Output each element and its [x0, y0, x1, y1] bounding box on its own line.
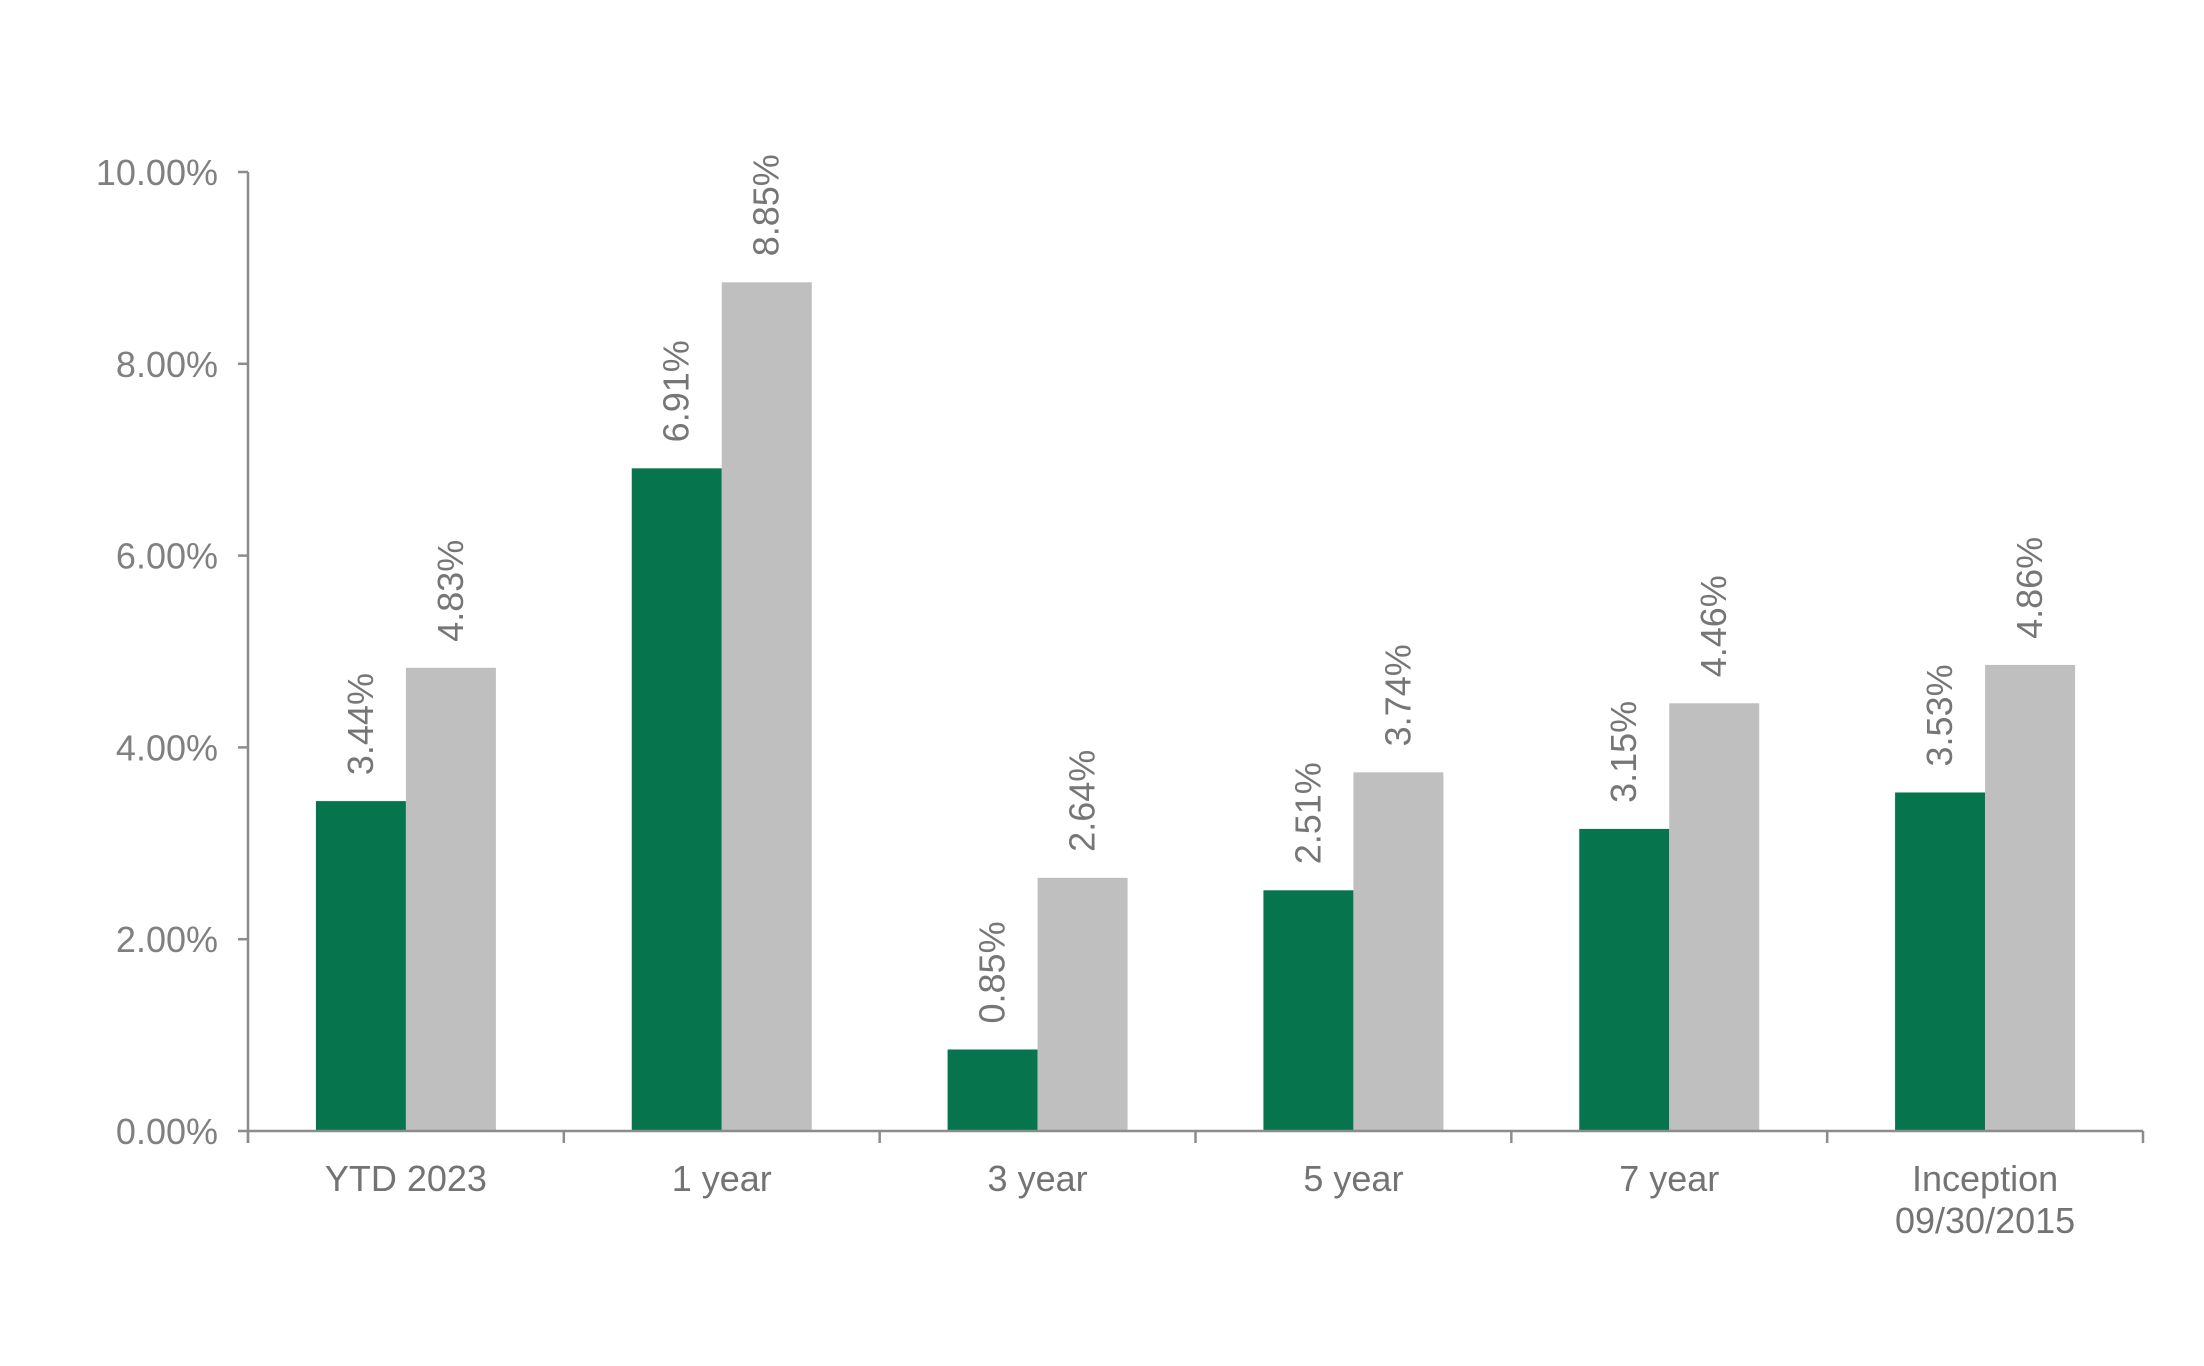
- y-tick-label-3: 4.00%: [116, 727, 218, 768]
- y-tick-label-1: 0.00%: [116, 1111, 218, 1152]
- bars-layer: [315, 282, 2076, 1131]
- data-label-series-2-5: 4.46%: [1693, 575, 1734, 677]
- bar-series-2-1: [405, 667, 496, 1131]
- data-label-series-2-1: 4.83%: [430, 540, 471, 642]
- bar-series-2-6: [1985, 664, 2076, 1131]
- x-category-label-line: 7 year: [1619, 1158, 1719, 1199]
- x-category-label-1: YTD 2023: [325, 1158, 487, 1199]
- x-category-label-6: Inception 09/30/2015: [1895, 1158, 2075, 1241]
- data-label-series-1-1: 3.44%: [340, 673, 381, 775]
- data-label-series-2-2: 8.85%: [746, 154, 787, 256]
- x-category-label-4: 5 year: [1303, 1158, 1403, 1199]
- y-tick-label-5: 8.00%: [116, 344, 218, 385]
- bar-series-2-5: [1669, 703, 1760, 1131]
- data-label-series-1-2: 6.91%: [656, 340, 697, 442]
- data-label-series-1-6: 3.53%: [1919, 664, 1960, 766]
- bar-series-1-5: [1579, 828, 1670, 1131]
- x-category-label-line: 3 year: [988, 1158, 1088, 1199]
- bar-series-2-2: [721, 282, 812, 1131]
- bar-series-1-4: [1263, 890, 1354, 1131]
- x-category-label-line: Inception: [1912, 1158, 2058, 1199]
- data-label-series-2-3: 2.64%: [1062, 750, 1103, 852]
- data-label-series-2-4: 3.74%: [1377, 644, 1418, 746]
- bar-series-1-6: [1895, 792, 1986, 1131]
- y-tick-label-4: 6.00%: [116, 536, 218, 577]
- data-label-series-1-5: 3.15%: [1603, 701, 1644, 803]
- x-category-label-line: YTD 2023: [325, 1158, 487, 1199]
- x-category-label-line: 09/30/2015: [1895, 1200, 2075, 1241]
- axes-layer: [238, 170, 2145, 1143]
- bar-series-1-2: [631, 468, 722, 1131]
- data-label-series-1-3: 0.85%: [972, 921, 1013, 1023]
- y-tick-label-6: 10.00%: [96, 152, 218, 193]
- bar-series-2-4: [1353, 772, 1444, 1131]
- labels-layer: 3.44% 6.91% 0.85% 2.51% 3.15% 3.53% 4.83% 8.85%…: [96, 152, 2075, 1241]
- bar-series-2-3: [1037, 877, 1128, 1131]
- x-category-label-2: 1 year: [672, 1158, 772, 1199]
- x-category-label-3: 3 year: [988, 1158, 1088, 1199]
- x-category-label-5: 7 year: [1619, 1158, 1719, 1199]
- x-category-label-line: 5 year: [1303, 1158, 1403, 1199]
- bar-series-1-3: [947, 1049, 1038, 1131]
- bar-series-1-1: [315, 801, 406, 1131]
- x-category-label-line: 1 year: [672, 1158, 772, 1199]
- y-tick-label-2: 2.00%: [116, 919, 218, 960]
- data-label-series-2-6: 4.86%: [2009, 537, 2050, 639]
- data-label-series-1-4: 2.51%: [1287, 762, 1328, 864]
